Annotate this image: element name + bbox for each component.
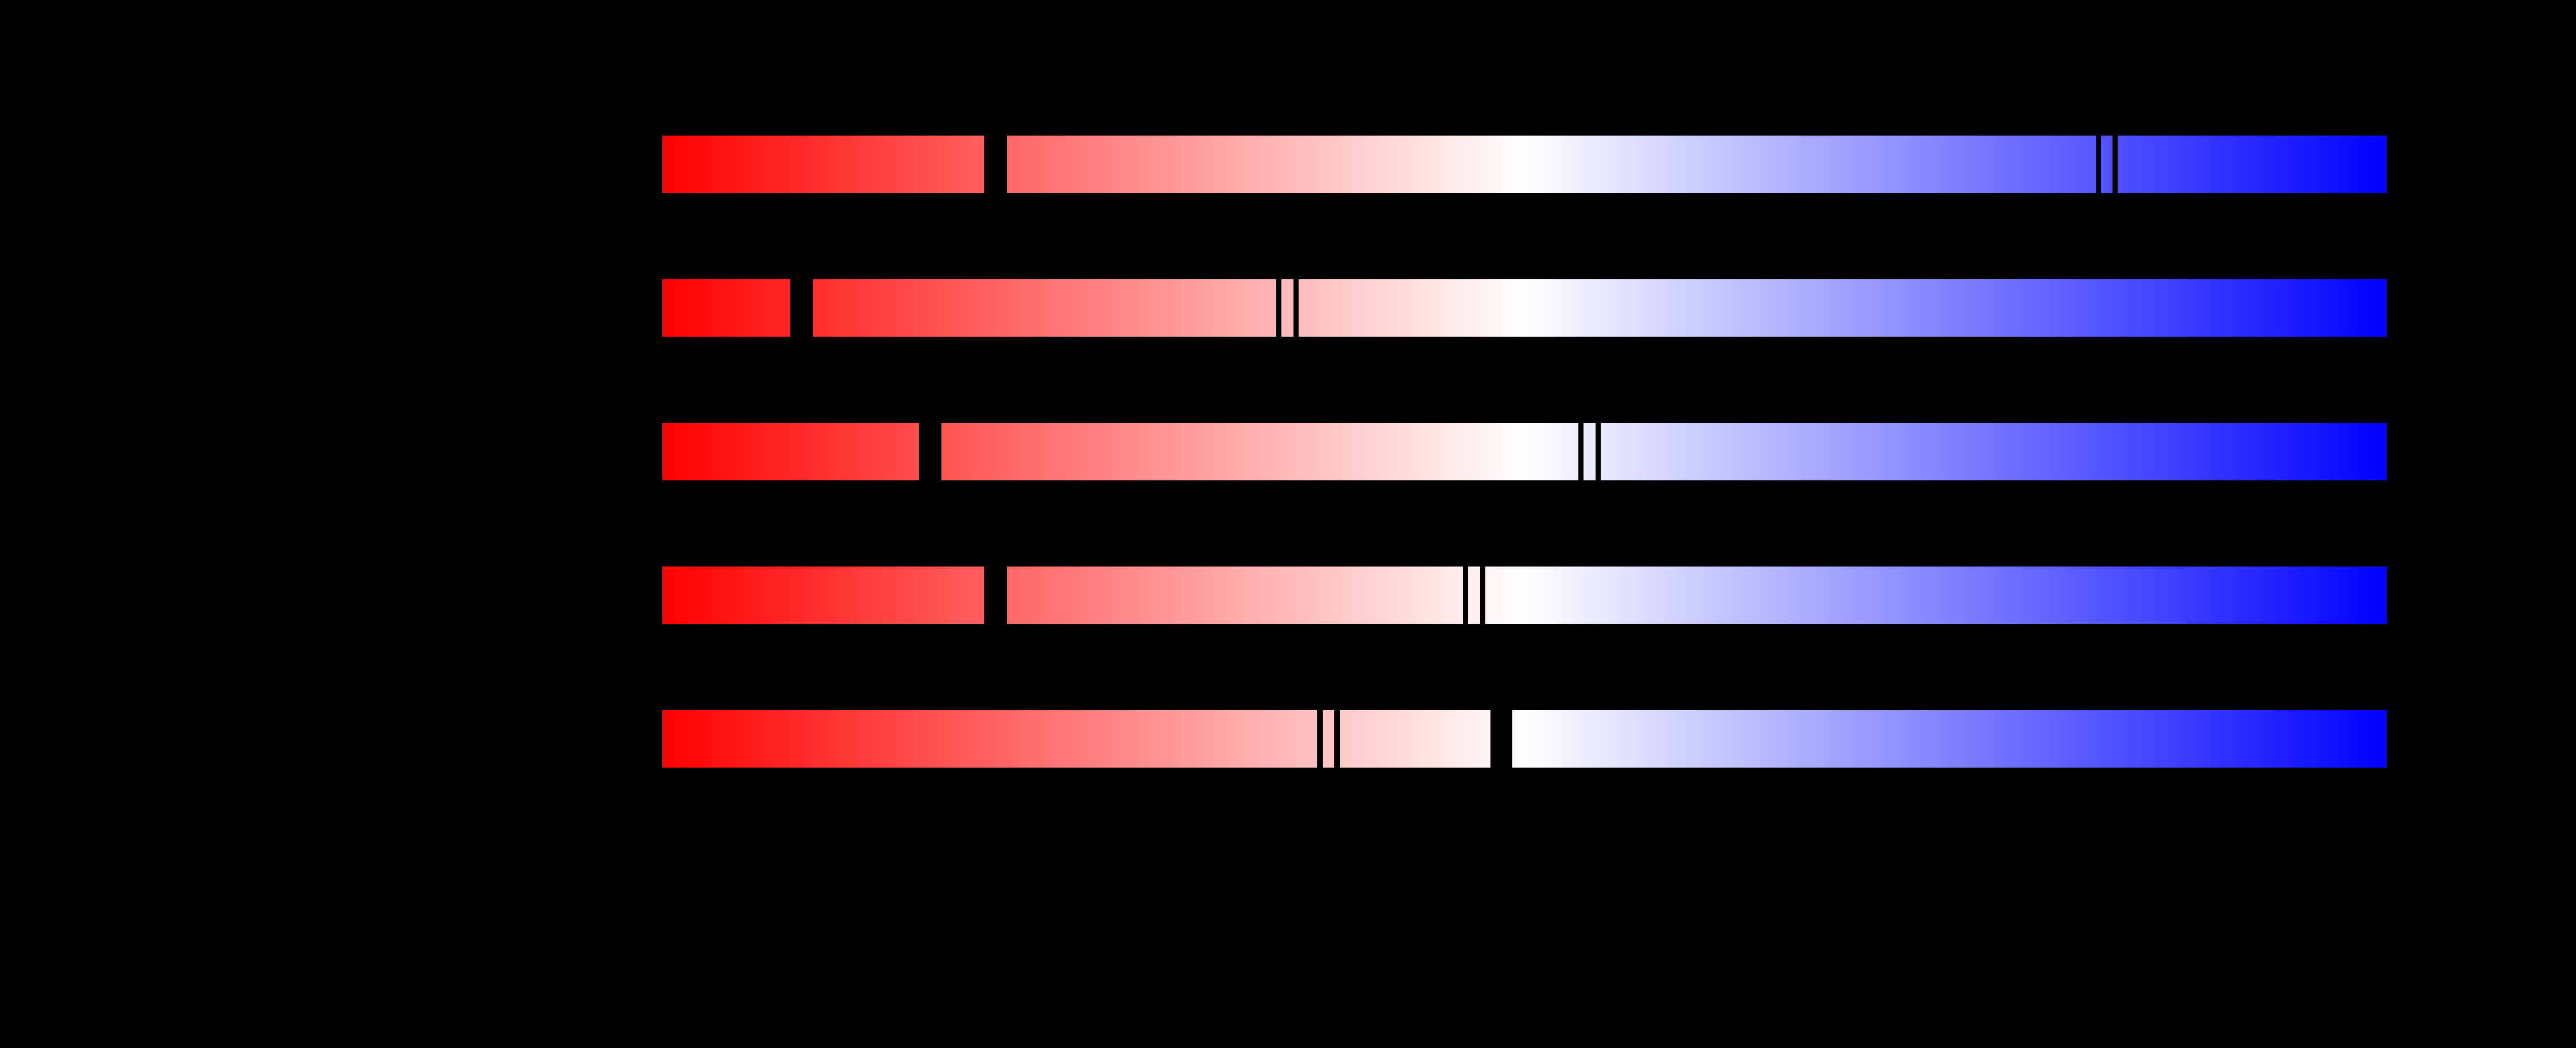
bar-wide-gap-marker	[790, 279, 813, 337]
gradient-bar-row-4	[662, 566, 2386, 625]
gradient-bar-row-1	[662, 135, 2386, 194]
bar-thin-gap-marker	[1480, 566, 1485, 625]
bar-thin-gap-marker	[1578, 422, 1584, 481]
bar-wide-gap-marker	[983, 566, 1007, 625]
bar-thin-gap-marker	[2095, 135, 2101, 194]
gradient-bar-row-5	[662, 710, 2386, 768]
bar-thin-gap-marker	[1334, 710, 1340, 768]
bar-thin-gap-marker	[1316, 710, 1323, 768]
bar-thin-gap-marker	[1293, 279, 1299, 337]
bar-wide-gap-marker	[1490, 710, 1512, 768]
bar-wide-gap-marker	[918, 422, 941, 481]
gradient-bar-row-2	[662, 279, 2386, 337]
bar-thin-gap-marker	[1463, 566, 1469, 625]
bar-thin-gap-marker	[1595, 422, 1601, 481]
bar-wide-gap-marker	[983, 135, 1007, 194]
bar-thin-gap-marker	[2112, 135, 2118, 194]
bar-thin-gap-marker	[1276, 279, 1281, 337]
gradient-bar-row-3	[662, 422, 2386, 481]
